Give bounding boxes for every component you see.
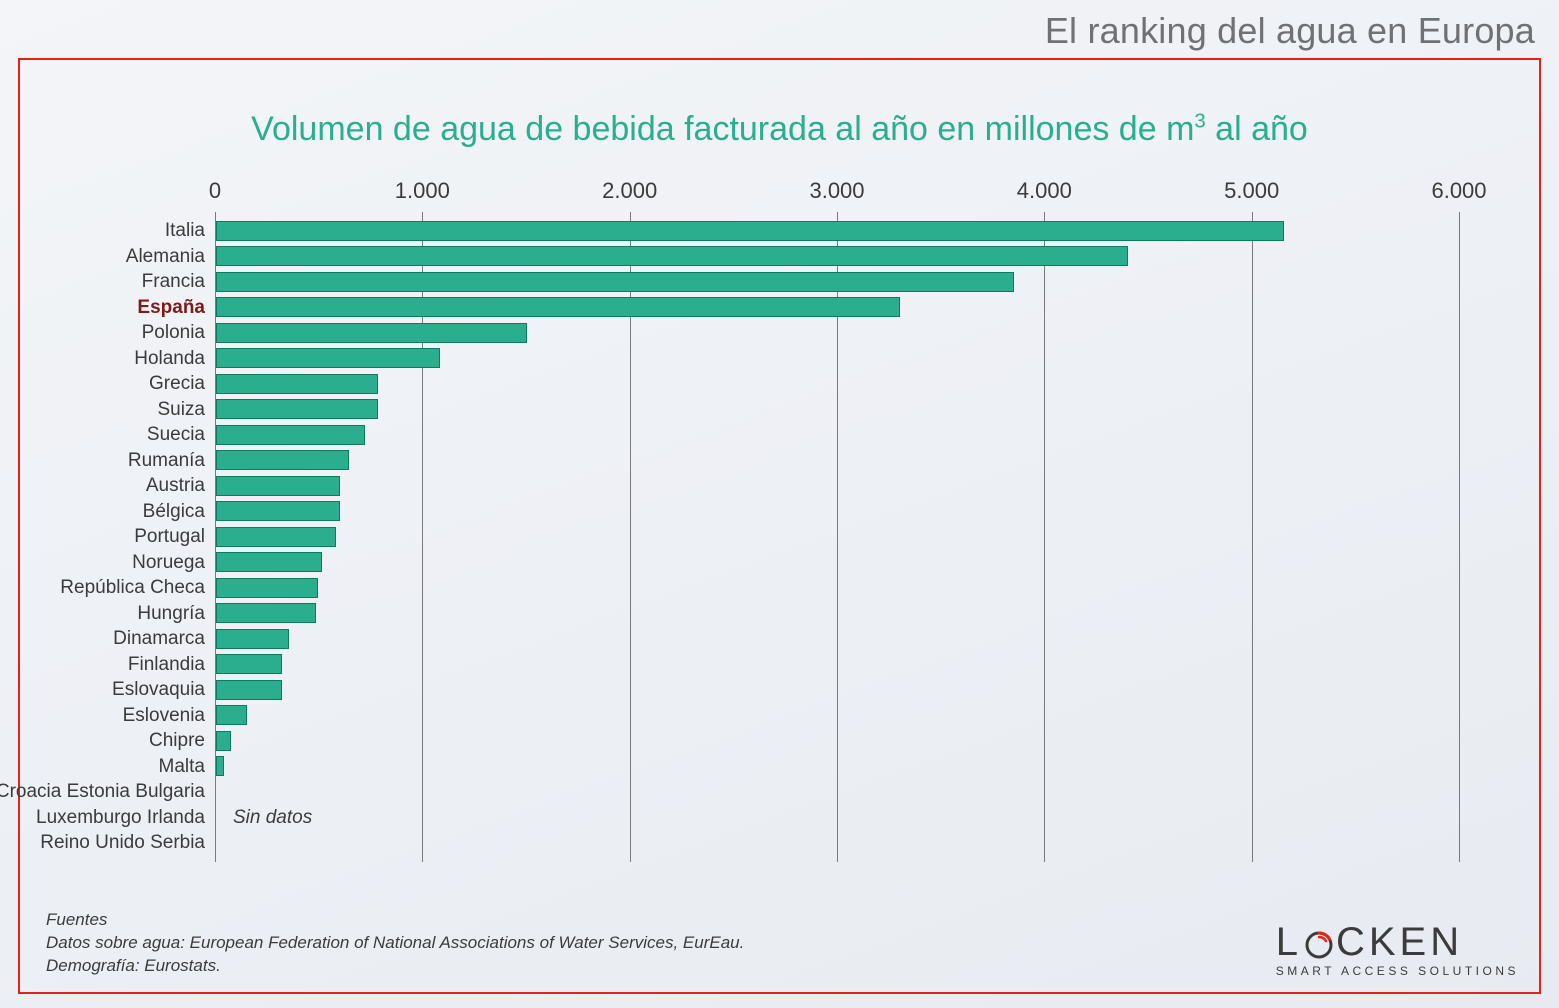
brand-logo-letter: L: [1276, 922, 1302, 962]
bar-row: Holanda: [215, 346, 1459, 372]
sources-heading: Fuentes: [46, 909, 744, 932]
x-tick-label: 2.000: [602, 178, 657, 204]
y-axis-label: Portugal: [134, 526, 215, 548]
y-axis-label: Holanda: [134, 348, 215, 370]
bar-row: Eslovenia: [215, 703, 1459, 729]
bar-row: España: [215, 295, 1459, 321]
x-tick-label: 5.000: [1224, 178, 1279, 204]
chart-title-text: Volumen de agua de bebida facturada al a…: [251, 110, 1308, 148]
y-axis-label: España: [137, 297, 215, 319]
bar: [216, 705, 247, 725]
y-axis-label: Dinamarca: [113, 628, 215, 650]
bar-row: Suiza: [215, 397, 1459, 423]
y-axis-label: Alemania: [126, 246, 215, 268]
gridline: [1459, 212, 1460, 862]
brand-logo-wordmark: L CKEN: [1276, 922, 1519, 962]
bar-row: Austria: [215, 473, 1459, 499]
bar: [216, 323, 527, 343]
bar-row: Hungría: [215, 601, 1459, 627]
x-tick-label: 4.000: [1017, 178, 1072, 204]
bar: [216, 680, 282, 700]
bars-container: ItaliaAlemaniaFranciaEspañaPoloniaHoland…: [215, 218, 1459, 856]
bar: [216, 731, 231, 751]
bar-row: Alemania: [215, 244, 1459, 270]
x-tick-label: 3.000: [809, 178, 864, 204]
bar-row: Bélgica: [215, 499, 1459, 525]
bar: [216, 501, 340, 521]
y-axis-label: Croacia Estonia Bulgaria: [0, 781, 215, 803]
y-axis-label: Hungría: [137, 603, 215, 625]
bar-row-nodata: Luxemburgo Irlanda: [215, 805, 1459, 831]
bar: [216, 527, 336, 547]
y-axis-label: Finlandia: [128, 654, 215, 676]
bar: [216, 374, 378, 394]
bar: [216, 756, 224, 776]
y-axis-label: Suiza: [157, 399, 215, 421]
y-axis-label: Polonia: [142, 322, 215, 344]
y-axis-label: Suecia: [147, 424, 215, 446]
y-axis-label: Bélgica: [143, 501, 215, 523]
bar: [216, 629, 289, 649]
y-axis-label: Francia: [142, 271, 215, 293]
bar: [216, 221, 1284, 241]
sources-line-1: Datos sobre agua: European Federation of…: [46, 932, 744, 955]
bar: [216, 399, 378, 419]
bar-row: Dinamarca: [215, 626, 1459, 652]
y-axis-label: Grecia: [149, 373, 215, 395]
bar-row: Polonia: [215, 320, 1459, 346]
bar: [216, 297, 900, 317]
bar: [216, 425, 365, 445]
x-axis-ticks: 01.0002.0003.0004.0005.0006.000: [215, 178, 1459, 208]
bar-row: Rumanía: [215, 448, 1459, 474]
bar-row-nodata: Croacia Estonia Bulgaria: [215, 779, 1459, 805]
y-axis-label: Rumanía: [128, 450, 215, 472]
bar: [216, 654, 282, 674]
bar-row-nodata: Reino Unido Serbia: [215, 830, 1459, 856]
bar: [216, 603, 316, 623]
bar-row: Finlandia: [215, 652, 1459, 678]
y-axis-label: Reino Unido Serbia: [40, 832, 215, 854]
bar-row: Suecia: [215, 422, 1459, 448]
bar-row: Eslovaquia: [215, 677, 1459, 703]
bar-row: Portugal: [215, 524, 1459, 550]
x-tick-label: 0: [209, 178, 221, 204]
bar: [216, 476, 340, 496]
x-tick-label: 6.000: [1431, 178, 1486, 204]
sources-footer: Fuentes Datos sobre agua: European Feder…: [46, 909, 744, 978]
bar-row: Malta: [215, 754, 1459, 780]
no-data-text: Sin datos: [233, 807, 312, 829]
brand-logo-o-icon: [1304, 927, 1334, 957]
brand-logo-letters: CKEN: [1336, 922, 1463, 962]
bar: [216, 348, 440, 368]
bar-row: República Checa: [215, 575, 1459, 601]
y-axis-label: Malta: [159, 756, 215, 778]
bar-row: Noruega: [215, 550, 1459, 576]
chart-title: Volumen de agua de bebida facturada al a…: [0, 110, 1559, 149]
bar: [216, 578, 318, 598]
y-axis-label: Noruega: [132, 552, 215, 574]
y-axis-label: Chipre: [149, 730, 215, 752]
bar: [216, 246, 1128, 266]
y-axis-label: República Checa: [60, 577, 215, 599]
bar-row: Grecia: [215, 371, 1459, 397]
y-axis-label: Italia: [165, 220, 215, 242]
page-title: El ranking del agua en Europa: [1045, 10, 1535, 52]
bar-row: Francia: [215, 269, 1459, 295]
y-axis-label: Eslovaquia: [112, 679, 215, 701]
brand-logo-tagline: SMART ACCESS SOLUTIONS: [1276, 964, 1519, 978]
y-axis-label: Luxemburgo Irlanda: [36, 807, 215, 829]
y-axis-label: Eslovenia: [123, 705, 215, 727]
y-axis-label: Austria: [146, 475, 215, 497]
bar: [216, 552, 322, 572]
bar: [216, 450, 349, 470]
brand-logo: L CKEN SMART ACCESS SOLUTIONS: [1276, 922, 1519, 978]
chart-plot-area: 01.0002.0003.0004.0005.0006.000 ItaliaAl…: [215, 178, 1459, 838]
bar-row: Chipre: [215, 728, 1459, 754]
x-tick-label: 1.000: [395, 178, 450, 204]
page-root: El ranking del agua en Europa Volumen de…: [0, 0, 1559, 1008]
sources-line-2: Demografía: Eurostats.: [46, 955, 744, 978]
bar-row: Italia: [215, 218, 1459, 244]
bar: [216, 272, 1014, 292]
